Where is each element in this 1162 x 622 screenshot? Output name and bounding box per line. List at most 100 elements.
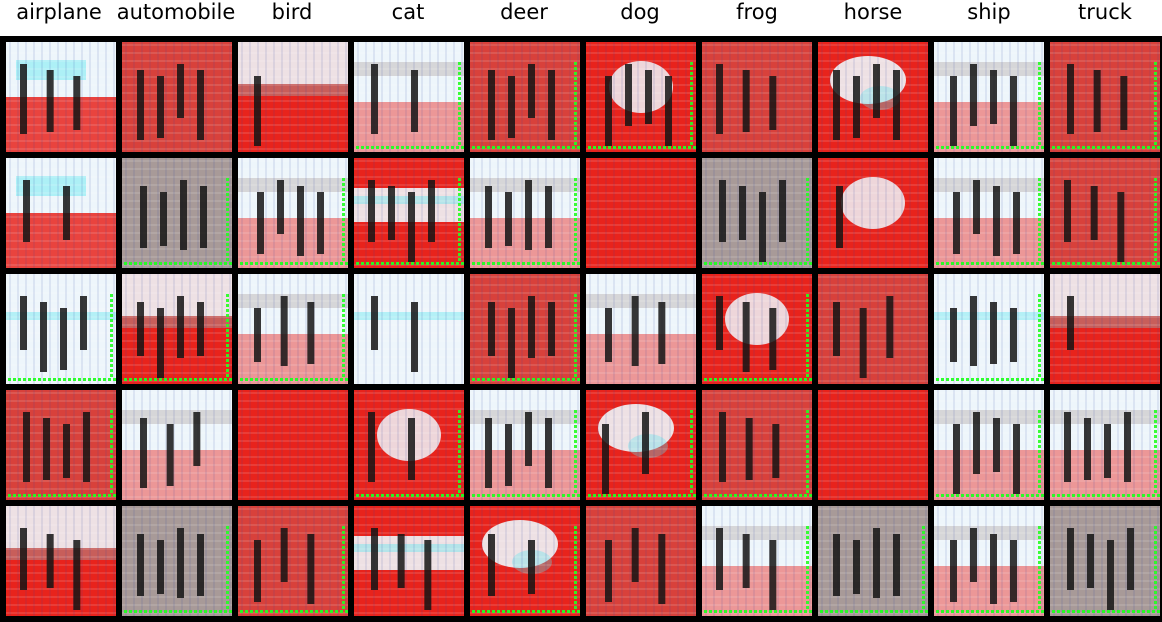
generated-image-graphic bbox=[6, 274, 116, 384]
class-label-deer: deer bbox=[500, 0, 548, 24]
generated-image-dog-2 bbox=[586, 158, 696, 268]
generated-image-frog-5 bbox=[702, 506, 812, 616]
generated-image-graphic bbox=[818, 506, 928, 616]
generated-image-graphic bbox=[702, 274, 812, 384]
class-label-dog: dog bbox=[620, 0, 660, 24]
generated-image-graphic bbox=[122, 158, 232, 268]
generated-image-graphic bbox=[702, 506, 812, 616]
generated-image-graphic bbox=[354, 506, 464, 616]
generated-image-ship-3 bbox=[934, 274, 1044, 384]
generated-image-cat-3 bbox=[354, 274, 464, 384]
generated-image-graphic bbox=[586, 390, 696, 500]
generated-image-graphic bbox=[1050, 274, 1160, 384]
generated-image-deer-1 bbox=[470, 42, 580, 152]
generated-image-cat-1 bbox=[354, 42, 464, 152]
generated-image-frog-2 bbox=[702, 158, 812, 268]
generated-image-automobile-3 bbox=[122, 274, 232, 384]
generated-image-graphic bbox=[1050, 390, 1160, 500]
generated-image-graphic bbox=[354, 390, 464, 500]
generated-image-cat-2 bbox=[354, 158, 464, 268]
generated-image-graphic bbox=[818, 158, 928, 268]
generated-image-graphic bbox=[1050, 42, 1160, 152]
generated-image-airplane-4 bbox=[6, 390, 116, 500]
generated-image-automobile-1 bbox=[122, 42, 232, 152]
generated-image-automobile-2 bbox=[122, 158, 232, 268]
generated-image-automobile-5 bbox=[122, 506, 232, 616]
class-label-header: airplane automobile bird cat deer dog fr… bbox=[0, 0, 1162, 36]
generated-image-dog-5 bbox=[586, 506, 696, 616]
class-label-ship: ship bbox=[967, 0, 1011, 24]
generated-image-cat-4 bbox=[354, 390, 464, 500]
generated-image-bird-1 bbox=[238, 42, 348, 152]
generated-image-ship-5 bbox=[934, 506, 1044, 616]
generated-image-graphic bbox=[702, 390, 812, 500]
generated-image-ship-2 bbox=[934, 158, 1044, 268]
generated-image-graphic bbox=[818, 390, 928, 500]
generated-image-graphic bbox=[470, 390, 580, 500]
generated-image-horse-4 bbox=[818, 390, 928, 500]
generated-image-graphic bbox=[470, 42, 580, 152]
generated-image-graphic bbox=[354, 274, 464, 384]
generated-image-truck-3 bbox=[1050, 274, 1160, 384]
generated-image-dog-3 bbox=[586, 274, 696, 384]
generated-image-airplane-5 bbox=[6, 506, 116, 616]
generated-image-graphic bbox=[238, 506, 348, 616]
generated-image-dog-4 bbox=[586, 390, 696, 500]
generated-image-truck-2 bbox=[1050, 158, 1160, 268]
generated-image-graphic bbox=[702, 42, 812, 152]
generated-image-frog-4 bbox=[702, 390, 812, 500]
generated-image-graphic bbox=[238, 42, 348, 152]
generated-image-ship-1 bbox=[934, 42, 1044, 152]
generated-image-deer-3 bbox=[470, 274, 580, 384]
generated-image-bird-3 bbox=[238, 274, 348, 384]
generated-image-truck-1 bbox=[1050, 42, 1160, 152]
generated-image-graphic bbox=[818, 42, 928, 152]
generated-image-graphic bbox=[354, 158, 464, 268]
generated-image-graphic bbox=[122, 274, 232, 384]
generated-image-graphic bbox=[238, 390, 348, 500]
generated-image-graphic bbox=[1050, 158, 1160, 268]
class-label-horse: horse bbox=[843, 0, 903, 24]
generated-image-frog-3 bbox=[702, 274, 812, 384]
generated-image-deer-5 bbox=[470, 506, 580, 616]
class-label-bird: bird bbox=[271, 0, 313, 24]
generated-image-airplane-1 bbox=[6, 42, 116, 152]
generated-image-graphic bbox=[934, 506, 1044, 616]
generated-image-frog-1 bbox=[702, 42, 812, 152]
generated-image-airplane-3 bbox=[6, 274, 116, 384]
generated-image-horse-2 bbox=[818, 158, 928, 268]
generated-image-graphic bbox=[470, 274, 580, 384]
generated-image-graphic bbox=[586, 42, 696, 152]
class-label-frog: frog bbox=[736, 0, 778, 24]
generated-image-truck-4 bbox=[1050, 390, 1160, 500]
generated-image-graphic bbox=[6, 42, 116, 152]
generated-image-graphic bbox=[934, 274, 1044, 384]
generated-image-bird-5 bbox=[238, 506, 348, 616]
generated-image-grid bbox=[0, 36, 1162, 622]
generated-image-graphic bbox=[702, 158, 812, 268]
generated-image-horse-3 bbox=[818, 274, 928, 384]
generated-image-horse-1 bbox=[818, 42, 928, 152]
generated-image-graphic bbox=[586, 158, 696, 268]
generated-image-graphic bbox=[586, 274, 696, 384]
class-label-cat: cat bbox=[391, 0, 425, 24]
generated-image-graphic bbox=[1050, 506, 1160, 616]
generated-image-bird-2 bbox=[238, 158, 348, 268]
class-label-truck: truck bbox=[1078, 0, 1132, 24]
class-label-automobile: automobile bbox=[116, 0, 236, 24]
generated-image-graphic bbox=[6, 158, 116, 268]
generated-image-automobile-4 bbox=[122, 390, 232, 500]
generated-image-dog-1 bbox=[586, 42, 696, 152]
generated-image-graphic bbox=[354, 42, 464, 152]
generated-image-graphic bbox=[6, 390, 116, 500]
generated-image-graphic bbox=[122, 42, 232, 152]
generated-image-graphic bbox=[934, 158, 1044, 268]
generated-image-graphic bbox=[470, 158, 580, 268]
generated-image-graphic bbox=[122, 390, 232, 500]
class-label-airplane: airplane bbox=[16, 0, 102, 24]
generated-image-cat-5 bbox=[354, 506, 464, 616]
generated-image-deer-4 bbox=[470, 390, 580, 500]
generated-image-graphic bbox=[238, 274, 348, 384]
generated-image-deer-2 bbox=[470, 158, 580, 268]
generated-image-truck-5 bbox=[1050, 506, 1160, 616]
